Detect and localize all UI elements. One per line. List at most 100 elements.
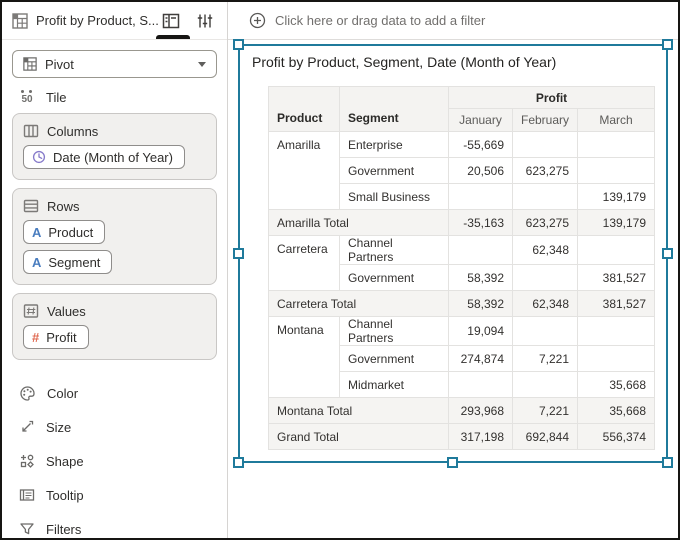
- menu-label: Tooltip: [46, 487, 84, 503]
- header-product[interactable]: Product: [268, 86, 340, 132]
- value-cell[interactable]: [511, 371, 579, 398]
- size-target[interactable]: Size: [2, 410, 227, 444]
- value-cell[interactable]: 293,968: [448, 397, 513, 424]
- tile-icon: 50: [18, 90, 36, 105]
- values-dropzone[interactable]: Values # Profit: [12, 293, 217, 360]
- value-cell[interactable]: 692,844: [511, 423, 579, 450]
- header-profit[interactable]: Profit: [447, 86, 656, 109]
- header-march[interactable]: March: [577, 108, 656, 132]
- value-cell[interactable]: 381,527: [577, 290, 656, 317]
- columns-dropzone[interactable]: Columns Date (Month of Year): [12, 113, 217, 180]
- value-cell[interactable]: 20,506: [448, 157, 513, 184]
- value-cell[interactable]: [577, 316, 656, 346]
- value-cell[interactable]: 58,392: [448, 264, 513, 291]
- segment-cell[interactable]: Enterprise: [339, 131, 449, 158]
- resize-handle-top-right[interactable]: [662, 39, 673, 50]
- resize-handle-top-left[interactable]: [233, 39, 244, 50]
- value-cell[interactable]: 7,221: [511, 397, 579, 424]
- rows-dropzone[interactable]: Rows A Product A Segment: [12, 188, 217, 285]
- product-cell[interactable]: Montana: [268, 316, 340, 398]
- value-cell[interactable]: [577, 131, 656, 158]
- value-cell[interactable]: 317,198: [448, 423, 513, 450]
- value-cell[interactable]: -55,669: [448, 131, 513, 158]
- pill-label: Segment: [48, 254, 101, 270]
- value-cell[interactable]: 35,668: [577, 397, 656, 424]
- value-cell[interactable]: 58,392: [448, 290, 513, 317]
- header-february[interactable]: February: [511, 108, 579, 132]
- resize-handle-bottom-right[interactable]: [662, 457, 673, 468]
- pill-segment[interactable]: A Segment: [23, 250, 113, 274]
- segment-cell[interactable]: Government: [339, 157, 449, 184]
- product-cell[interactable]: Carretera: [268, 235, 340, 291]
- filters-target[interactable]: Filters: [2, 512, 227, 538]
- resize-handle-mid-right[interactable]: [662, 247, 673, 259]
- value-cell[interactable]: [448, 183, 513, 210]
- value-cell[interactable]: [577, 235, 656, 265]
- value-cell[interactable]: 623,275: [511, 209, 579, 236]
- value-cell[interactable]: 62,348: [511, 235, 579, 265]
- header-january[interactable]: January: [448, 108, 513, 132]
- tile-target[interactable]: 50 Tile: [18, 90, 217, 105]
- value-cell[interactable]: 139,179: [577, 209, 656, 236]
- resize-handle-bottom-left[interactable]: [233, 457, 244, 468]
- pivot-data-row: Small Business 139,179: [269, 183, 656, 210]
- pivot-data-row: Montana Channel Partners 19,094: [268, 316, 656, 398]
- filter-bar[interactable]: Click here or drag data to add a filter: [228, 2, 678, 40]
- grammar-tab-icon[interactable]: [161, 11, 181, 31]
- shape-target[interactable]: Shape: [2, 444, 227, 478]
- header-segment[interactable]: Segment: [339, 86, 449, 132]
- value-cell[interactable]: [511, 316, 579, 346]
- value-cell[interactable]: 139,179: [577, 183, 656, 210]
- total-label-cell[interactable]: Grand Total: [268, 423, 449, 450]
- number-icon: #: [32, 329, 40, 345]
- value-cell[interactable]: [511, 131, 579, 158]
- tile-label: Tile: [46, 90, 67, 105]
- pivot-table-header: Product Segment Profit January February …: [268, 86, 656, 132]
- text-attribute-icon: A: [32, 224, 42, 240]
- value-cell[interactable]: 62,348: [511, 290, 579, 317]
- shape-icon: [19, 453, 35, 469]
- pill-product[interactable]: A Product: [23, 220, 106, 244]
- properties-tab-icon[interactable]: [195, 11, 215, 31]
- value-cell[interactable]: [448, 235, 513, 265]
- value-cell[interactable]: 381,527: [577, 264, 656, 291]
- value-cell[interactable]: [511, 264, 579, 291]
- value-cell[interactable]: [448, 371, 513, 398]
- segment-cell[interactable]: Government: [339, 345, 449, 372]
- total-label-cell[interactable]: Montana Total: [268, 397, 449, 424]
- pill-profit[interactable]: # Profit: [23, 325, 89, 349]
- clock-icon: [32, 150, 46, 164]
- value-cell[interactable]: [577, 345, 656, 372]
- segment-cell[interactable]: Channel Partners: [339, 235, 449, 265]
- color-target[interactable]: Color: [2, 376, 227, 410]
- value-cell[interactable]: [577, 157, 656, 184]
- grammar-panel: Profit by Product, S... Pivot 50 Tile: [2, 2, 228, 538]
- tooltip-target[interactable]: Tooltip: [2, 478, 227, 512]
- tooltip-icon: [19, 487, 35, 503]
- segment-cell[interactable]: Channel Partners: [339, 316, 449, 346]
- viz-selection-frame[interactable]: Profit by Product, Segment, Date (Month …: [233, 39, 673, 468]
- value-cell[interactable]: 623,275: [511, 157, 579, 184]
- canvas: Click here or drag data to add a filter …: [228, 2, 678, 538]
- value-cell[interactable]: [511, 183, 579, 210]
- value-cell[interactable]: 7,221: [511, 345, 579, 372]
- value-cell[interactable]: 35,668: [577, 371, 656, 398]
- resize-handle-mid-left[interactable]: [233, 247, 244, 259]
- value-cell[interactable]: 556,374: [577, 423, 656, 450]
- pill-date-month-of-year[interactable]: Date (Month of Year): [23, 145, 185, 169]
- value-cell[interactable]: -35,163: [448, 209, 513, 236]
- total-label-cell[interactable]: Carretera Total: [268, 290, 449, 317]
- total-label-cell[interactable]: Amarilla Total: [268, 209, 449, 236]
- segment-cell[interactable]: Midmarket: [339, 371, 449, 398]
- pill-label: Product: [48, 224, 94, 240]
- segment-cell[interactable]: Government: [339, 264, 449, 291]
- viz-type-dropdown[interactable]: Pivot: [12, 50, 217, 78]
- value-cell[interactable]: 274,874: [448, 345, 513, 372]
- value-cell[interactable]: 19,094: [448, 316, 513, 346]
- product-cell[interactable]: Amarilla: [268, 131, 340, 210]
- pivot-data-row: Government 274,874 7,221: [269, 345, 656, 372]
- segment-cell[interactable]: Small Business: [339, 183, 449, 210]
- resize-handle-bottom-mid[interactable]: [447, 457, 458, 468]
- rows-label: Rows: [47, 198, 80, 214]
